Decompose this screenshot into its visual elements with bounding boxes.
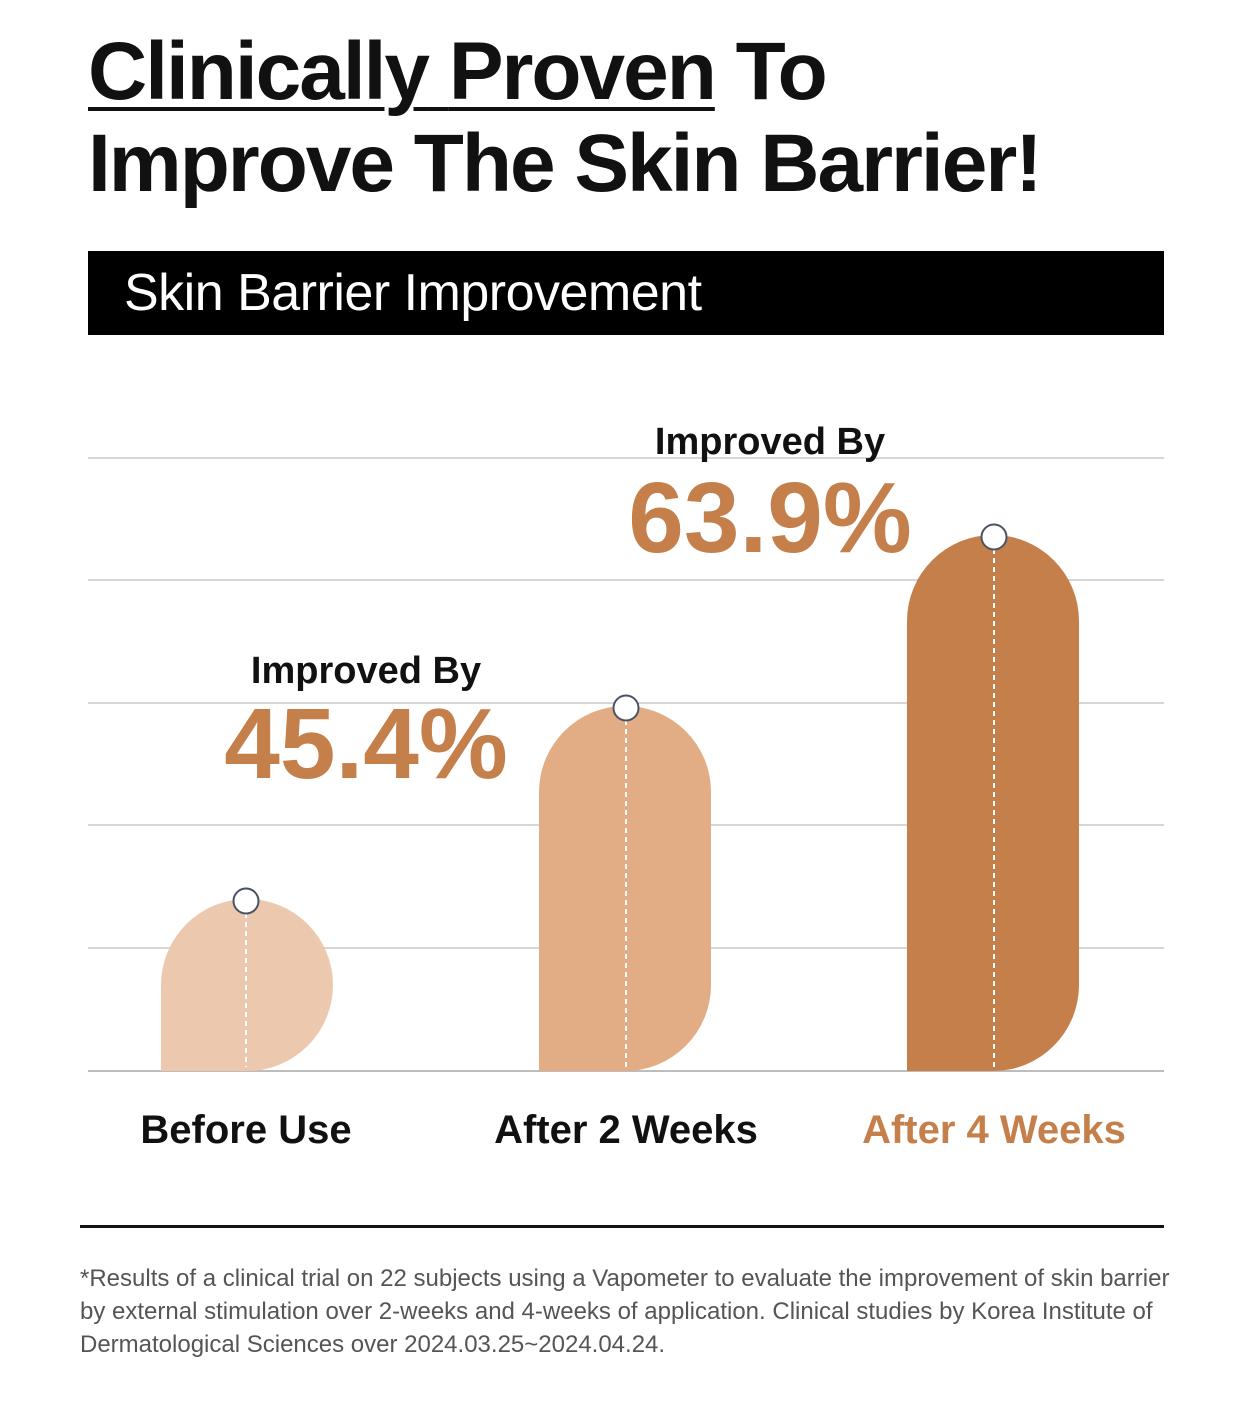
- annotation-label: Improved By: [655, 421, 885, 463]
- annotation-value: 63.9%: [628, 462, 912, 574]
- labels: Before Use After 2 Weeks After 4 Weeks Impr…: [140, 421, 1126, 1152]
- footnote: *Results of a clinical trial on 22 subje…: [80, 1265, 1170, 1358]
- bars: [161, 523, 1079, 1071]
- headline-proven: Proven: [448, 26, 717, 117]
- bar-chart: Before Use After 2 Weeks After 4 Weeks Impr…: [88, 421, 1164, 1152]
- bar-top-marker: [612, 694, 640, 722]
- headline-clinically: Clinically: [88, 26, 430, 117]
- headline-line-1: Clinically Proven To: [88, 26, 1168, 118]
- bar-top-marker: [232, 887, 260, 915]
- bar-top-marker: [980, 523, 1008, 551]
- category-label: After 2 Weeks: [494, 1108, 758, 1152]
- footnote-divider: [80, 1225, 1164, 1228]
- headline: Clinically Proven To Improve The Skin Ba…: [88, 26, 1168, 210]
- category-label: Before Use: [140, 1108, 351, 1152]
- category-label: After 4 Weeks: [862, 1108, 1126, 1152]
- bar-after-2-weeks: [539, 706, 711, 1071]
- headline-to: To: [735, 26, 828, 117]
- chart-title-banner: Skin Barrier Improvement: [88, 251, 1164, 335]
- annotation-label: Improved By: [251, 650, 481, 692]
- annotation-value: 45.4%: [224, 688, 508, 800]
- headline-line-2: Improve The Skin Barrier!: [88, 118, 1043, 209]
